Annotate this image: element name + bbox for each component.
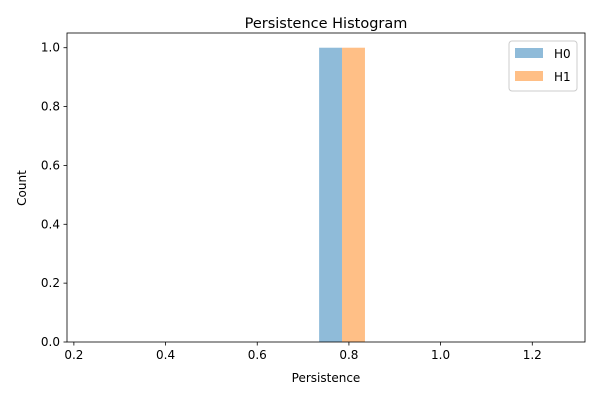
y-tick-label: 0.4 [41, 217, 60, 231]
y-tick-label: 0.2 [41, 276, 60, 290]
legend: H0 H1 [508, 40, 578, 92]
legend-label-h0: H0 [554, 47, 571, 61]
x-tick-label: 1.0 [431, 348, 450, 362]
x-tick-label: 0.6 [248, 348, 267, 362]
y-tick-label: 0.8 [41, 100, 60, 114]
x-tick-label: 0.4 [156, 348, 175, 362]
chart-title: Persistence Histogram [245, 16, 408, 32]
x-tick-label: 0.2 [64, 348, 83, 362]
y-axis-ticks: 0.0 0.2 0.4 0.6 0.8 1.0 [41, 41, 67, 349]
legend-swatch-h1 [515, 71, 543, 81]
x-axis-ticks: 0.2 0.4 0.6 0.8 1.0 1.2 [64, 342, 542, 362]
y-tick-label: 1.0 [41, 41, 60, 55]
x-tick-label: 1.2 [523, 348, 542, 362]
bars-layer [319, 47, 365, 342]
histogram-bar-h1-0 [342, 47, 365, 342]
legend-label-h1: H1 [554, 70, 571, 84]
x-axis-label: Persistence [292, 371, 361, 385]
y-axis-label: Count [15, 170, 29, 206]
legend-swatch-h0 [515, 48, 543, 58]
y-tick-label: 0.0 [41, 335, 60, 349]
plot-frame [66, 32, 586, 343]
y-tick-label: 0.6 [41, 158, 60, 172]
x-tick-label: 0.8 [339, 348, 358, 362]
histogram-bar-h0-0 [319, 47, 343, 342]
